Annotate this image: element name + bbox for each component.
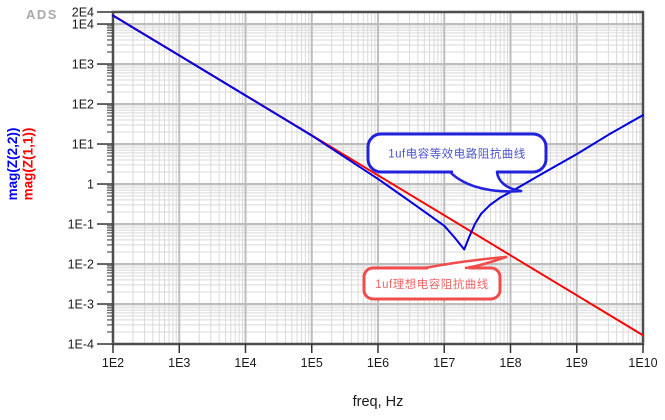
y-tick-label: 1E3	[72, 58, 94, 72]
equiv-circuit-callout-label: 1uf电容等效电路阻抗曲线	[388, 147, 526, 161]
legend-entry-1[interactable]: mag(Z(1,1))	[21, 128, 36, 201]
y-tick-label: 1E-4	[68, 338, 94, 352]
equiv-circuit-callout-tail-edge	[495, 170, 523, 193]
y-tick-label: 1E4	[72, 18, 94, 32]
x-tick-label: 1E4	[234, 356, 256, 370]
x-tick-label: 1E2	[102, 356, 124, 370]
x-tick-label: 1E10	[628, 356, 657, 370]
equiv-circuit-callout-tail-edge	[448, 170, 523, 193]
trace-magZ22[interactable]	[112, 14, 644, 251]
x-tick-label: 1E7	[433, 356, 455, 370]
ideal-cap-callout-tail-edge	[464, 255, 508, 270]
legend-entry-0[interactable]: mag(Z(2,2))	[5, 128, 20, 201]
y-tick-label: 1E2	[72, 98, 94, 112]
x-tick-label: 1E3	[168, 356, 190, 370]
y-tick-label: 1E-2	[68, 258, 94, 272]
x-axis-title: freq, Hz	[353, 394, 404, 410]
x-tick-label: 1E6	[367, 356, 389, 370]
ads-logo: ADS	[26, 7, 58, 22]
y-tick-label: 1E-3	[68, 298, 94, 312]
y-tick-label: 1E1	[72, 138, 94, 152]
y-tick-label: 1E-1	[68, 218, 94, 232]
x-tick-label: 1E9	[566, 356, 588, 370]
y-tick-label: 2E4	[72, 6, 94, 20]
equiv-circuit-callout[interactable]: 1uf电容等效电路阻抗曲线	[366, 132, 548, 193]
y-tick-label: 1	[87, 178, 94, 192]
x-tick-label: 1E8	[499, 356, 521, 370]
ideal-cap-callout-label: 1uf理想电容阻抗曲线	[375, 277, 489, 291]
ideal-cap-callout-tail-edge	[423, 255, 508, 270]
ideal-cap-callout[interactable]: 1uf理想电容阻抗曲线	[362, 255, 508, 301]
x-tick-label: 1E5	[301, 356, 323, 370]
equiv-circuit-callout-tail	[452, 169, 521, 192]
